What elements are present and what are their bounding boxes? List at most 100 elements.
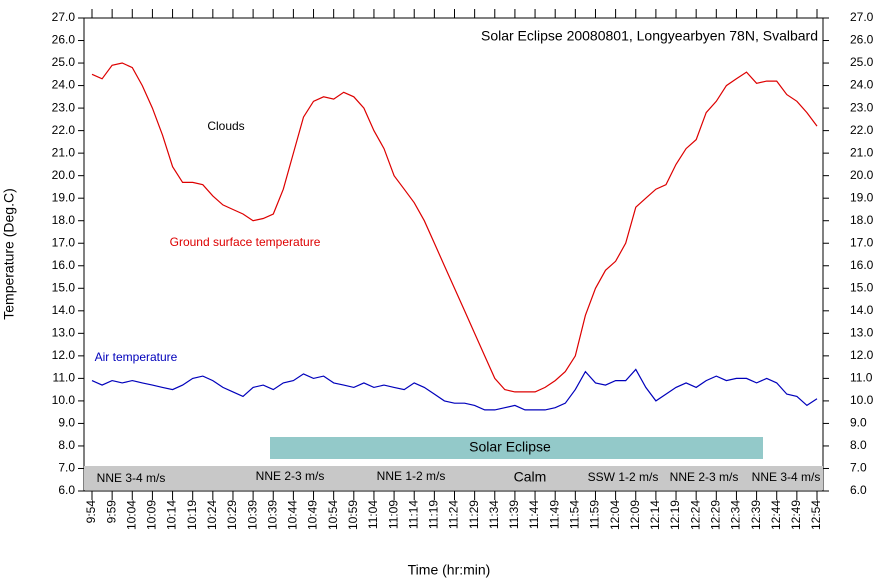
y-tick-label: 25.0: [52, 55, 76, 69]
y-tick-label: 15.0: [52, 280, 76, 294]
y-tick-label: 13.0: [52, 326, 76, 340]
y2-tick-label: 25.0: [850, 55, 874, 69]
x-tick-label: 11:49: [547, 500, 561, 529]
y2-tick-label: 8.0: [850, 438, 867, 452]
y2-tick-label: 17.0: [850, 235, 874, 249]
x-tick-label: 10:29: [225, 500, 239, 530]
y2-tick-label: 24.0: [850, 78, 874, 92]
x-tick-label: 12:19: [668, 500, 682, 530]
x-tick-label: 12:09: [628, 500, 642, 530]
plot-frame: [83, 17, 824, 492]
y-tick-label: 8.0: [58, 438, 75, 452]
y2-tick-label: 27.0: [850, 10, 874, 24]
x-tick-label: 10:14: [165, 500, 179, 530]
x-tick-label: 11:44: [527, 500, 541, 529]
x-tick-label: 11:14: [406, 500, 420, 529]
x-tick-label: 11:04: [366, 500, 380, 529]
line-series: [91, 62, 818, 393]
x-tick-label: 12:34: [729, 500, 743, 530]
x-tick-label: 12:24: [688, 500, 702, 530]
x-tick-label: 12:39: [749, 500, 763, 530]
y-tick-label: 24.0: [52, 78, 76, 92]
x-tick-label: 11:24: [447, 500, 461, 529]
y-tick-label: 11.0: [53, 371, 76, 385]
y2-tick-label: 13.0: [850, 326, 874, 340]
y2-tick-label: 18.0: [850, 213, 874, 227]
line-series: [91, 368, 818, 411]
x-tick-label: 10:49: [306, 500, 320, 530]
y2-tick-label: 16.0: [850, 258, 874, 272]
y-tick-label: 26.0: [52, 33, 76, 47]
x-tick-label: 11:29: [467, 500, 481, 529]
y2-tick-label: 12.0: [850, 348, 874, 362]
y-axis-label: Temperature (Deg.C): [1, 188, 17, 320]
annotation: Air temperature: [95, 350, 178, 364]
wind-label: Calm: [514, 469, 547, 485]
x-tick-label: 12:44: [769, 500, 783, 530]
y2-tick-label: 22.0: [850, 123, 874, 137]
x-tick-label: 12:54: [809, 500, 823, 530]
x-tick-label: 11:39: [507, 500, 521, 529]
wind-label: NNE 3-4 m/s: [752, 470, 821, 484]
x-tick-label: 11:54: [568, 500, 582, 529]
y-tick-label: 12.0: [52, 348, 76, 362]
y2-tick-label: 26.0: [850, 33, 874, 47]
y2-tick-label: 9.0: [850, 416, 867, 430]
x-tick-label: 12:14: [648, 500, 662, 530]
x-tick-label: 10:39: [245, 500, 259, 530]
x-axis-label: Time (hr:min): [408, 562, 491, 578]
y2-tick-label: 10.0: [850, 393, 874, 407]
wind-label: NNE 2-3 m/s: [670, 470, 739, 484]
wind-label: NNE 3-4 m/s: [97, 471, 166, 485]
x-tick-label: 10:19: [185, 500, 199, 530]
wind-label: SSW 1-2 m/s: [588, 470, 659, 484]
y2-tick-label: 15.0: [850, 280, 874, 294]
wind-band: [84, 466, 823, 490]
y2-tick-label: 23.0: [850, 100, 874, 114]
x-tick-label: 10:54: [326, 500, 340, 530]
x-tick-label: 11:59: [588, 500, 602, 529]
x-tick-label: 11:19: [427, 500, 441, 529]
y2-tick-label: 7.0: [850, 461, 867, 475]
x-tick-label: 10:09: [145, 500, 159, 530]
wind-label: NNE 1-2 m/s: [377, 469, 446, 483]
y-tick-label: 17.0: [52, 235, 76, 249]
x-tick-label: 12:29: [708, 500, 722, 530]
x-tick-label: 12:49: [789, 500, 803, 530]
y-tick-label: 7.0: [58, 461, 75, 475]
x-tick-label: 10:59: [346, 500, 360, 530]
y-tick-label: 22.0: [52, 123, 76, 137]
y2-tick-label: 20.0: [850, 168, 874, 182]
y-tick-label: 9.0: [58, 416, 75, 430]
y-tick-label: 18.0: [52, 213, 76, 227]
y2-tick-label: 6.0: [850, 483, 867, 497]
y-tick-label: 27.0: [52, 10, 76, 24]
y2-tick-label: 21.0: [850, 145, 874, 159]
x-tick-label: 10:24: [205, 500, 219, 530]
annotation: Clouds: [207, 119, 244, 133]
y-tick-label: 14.0: [52, 303, 76, 317]
y-tick-label: 6.0: [58, 483, 75, 497]
x-tick-label: 12:04: [608, 500, 622, 530]
x-tick-label: 10:39: [265, 500, 279, 530]
y2-tick-label: 14.0: [850, 303, 874, 317]
eclipse-label: Solar Eclipse: [469, 439, 551, 455]
x-tick-label: 9:54: [84, 500, 98, 524]
wind-label: NNE 2-3 m/s: [256, 469, 325, 483]
eclipse-band: [270, 437, 763, 459]
y-tick-label: 16.0: [52, 258, 76, 272]
annotation: Ground surface temperature: [170, 235, 321, 249]
y2-tick-label: 11.0: [850, 371, 873, 385]
y-tick-label: 20.0: [52, 168, 76, 182]
chart-title: Solar Eclipse 20080801, Longyearbyen 78N…: [481, 28, 818, 44]
x-tick-label: 11:34: [487, 500, 501, 529]
x-tick-label: 10:04: [124, 500, 138, 530]
y-tick-label: 10.0: [52, 393, 76, 407]
x-tick-label: 10:44: [286, 500, 300, 530]
y-tick-label: 19.0: [52, 190, 76, 204]
y-tick-label: 23.0: [52, 100, 76, 114]
y2-tick-label: 19.0: [850, 190, 874, 204]
x-tick-label: 11:09: [386, 500, 400, 529]
x-tick-label: 9:59: [104, 500, 118, 524]
